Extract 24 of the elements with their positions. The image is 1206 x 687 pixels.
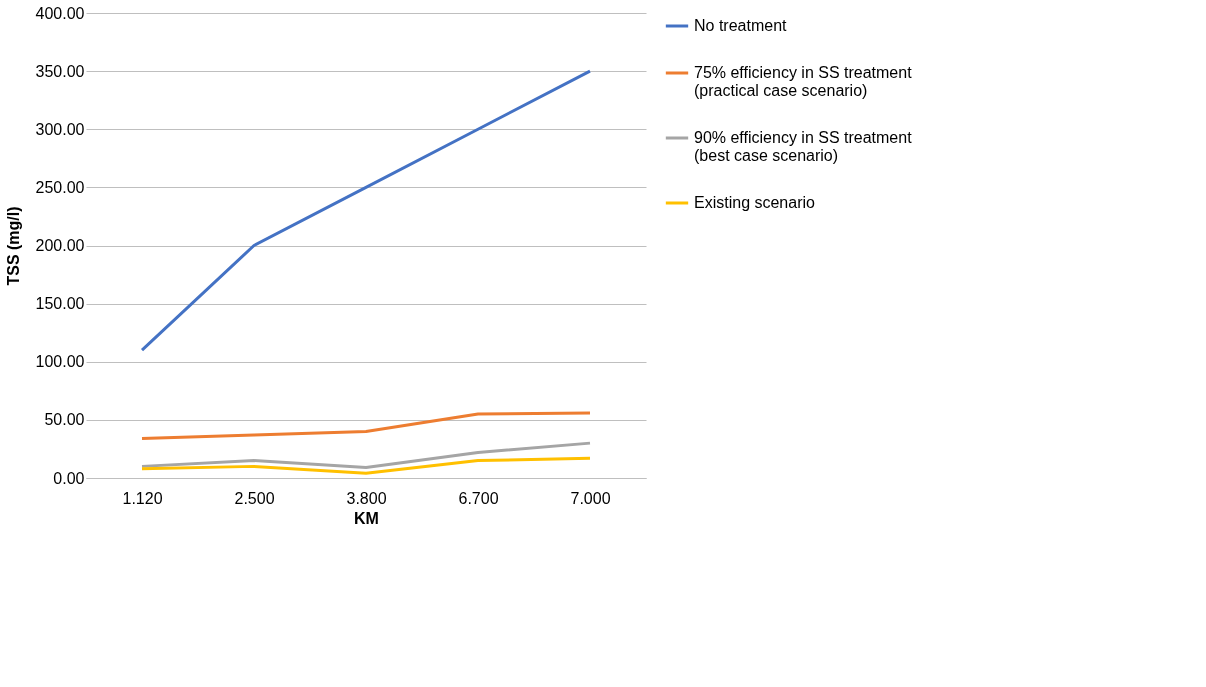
- x-tick-label: 3.800: [346, 489, 387, 507]
- legend-label: No treatment: [694, 17, 788, 34]
- y-tick-label: 150.00: [35, 295, 85, 313]
- y-tick-label: 200.00: [35, 237, 85, 254]
- x-tick-label: 7.000: [570, 489, 611, 507]
- x-tick-label: 1.120: [122, 489, 163, 507]
- legend-label: 90% efficiency in SS treatment (best case scenario): [694, 129, 913, 164]
- y-tick-label: 400.00: [35, 4, 85, 22]
- x-tick-label: 6.700: [458, 489, 499, 507]
- y-axis-title: TSS (mg/l): [4, 206, 22, 286]
- line-series: [140, 441, 592, 470]
- line-series: [140, 69, 592, 352]
- y-tick-label: 50.00: [44, 411, 85, 429]
- x-axis-title: KM: [354, 509, 379, 527]
- y-tick-label: 0.00: [53, 469, 85, 487]
- y-tick-label: 350.00: [35, 62, 85, 80]
- line-series: [140, 456, 592, 475]
- legend-label: 75% efficiency in SS treatment (practical case scenario): [694, 64, 913, 99]
- x-tick-label: 2.500: [234, 489, 275, 507]
- y-tick-label: 100.00: [35, 353, 85, 371]
- y-tick-label: 250.00: [35, 178, 85, 196]
- line-series: [140, 411, 592, 440]
- legend-label: Existing scenario: [694, 194, 816, 211]
- y-tick-label: 300.00: [35, 120, 85, 138]
